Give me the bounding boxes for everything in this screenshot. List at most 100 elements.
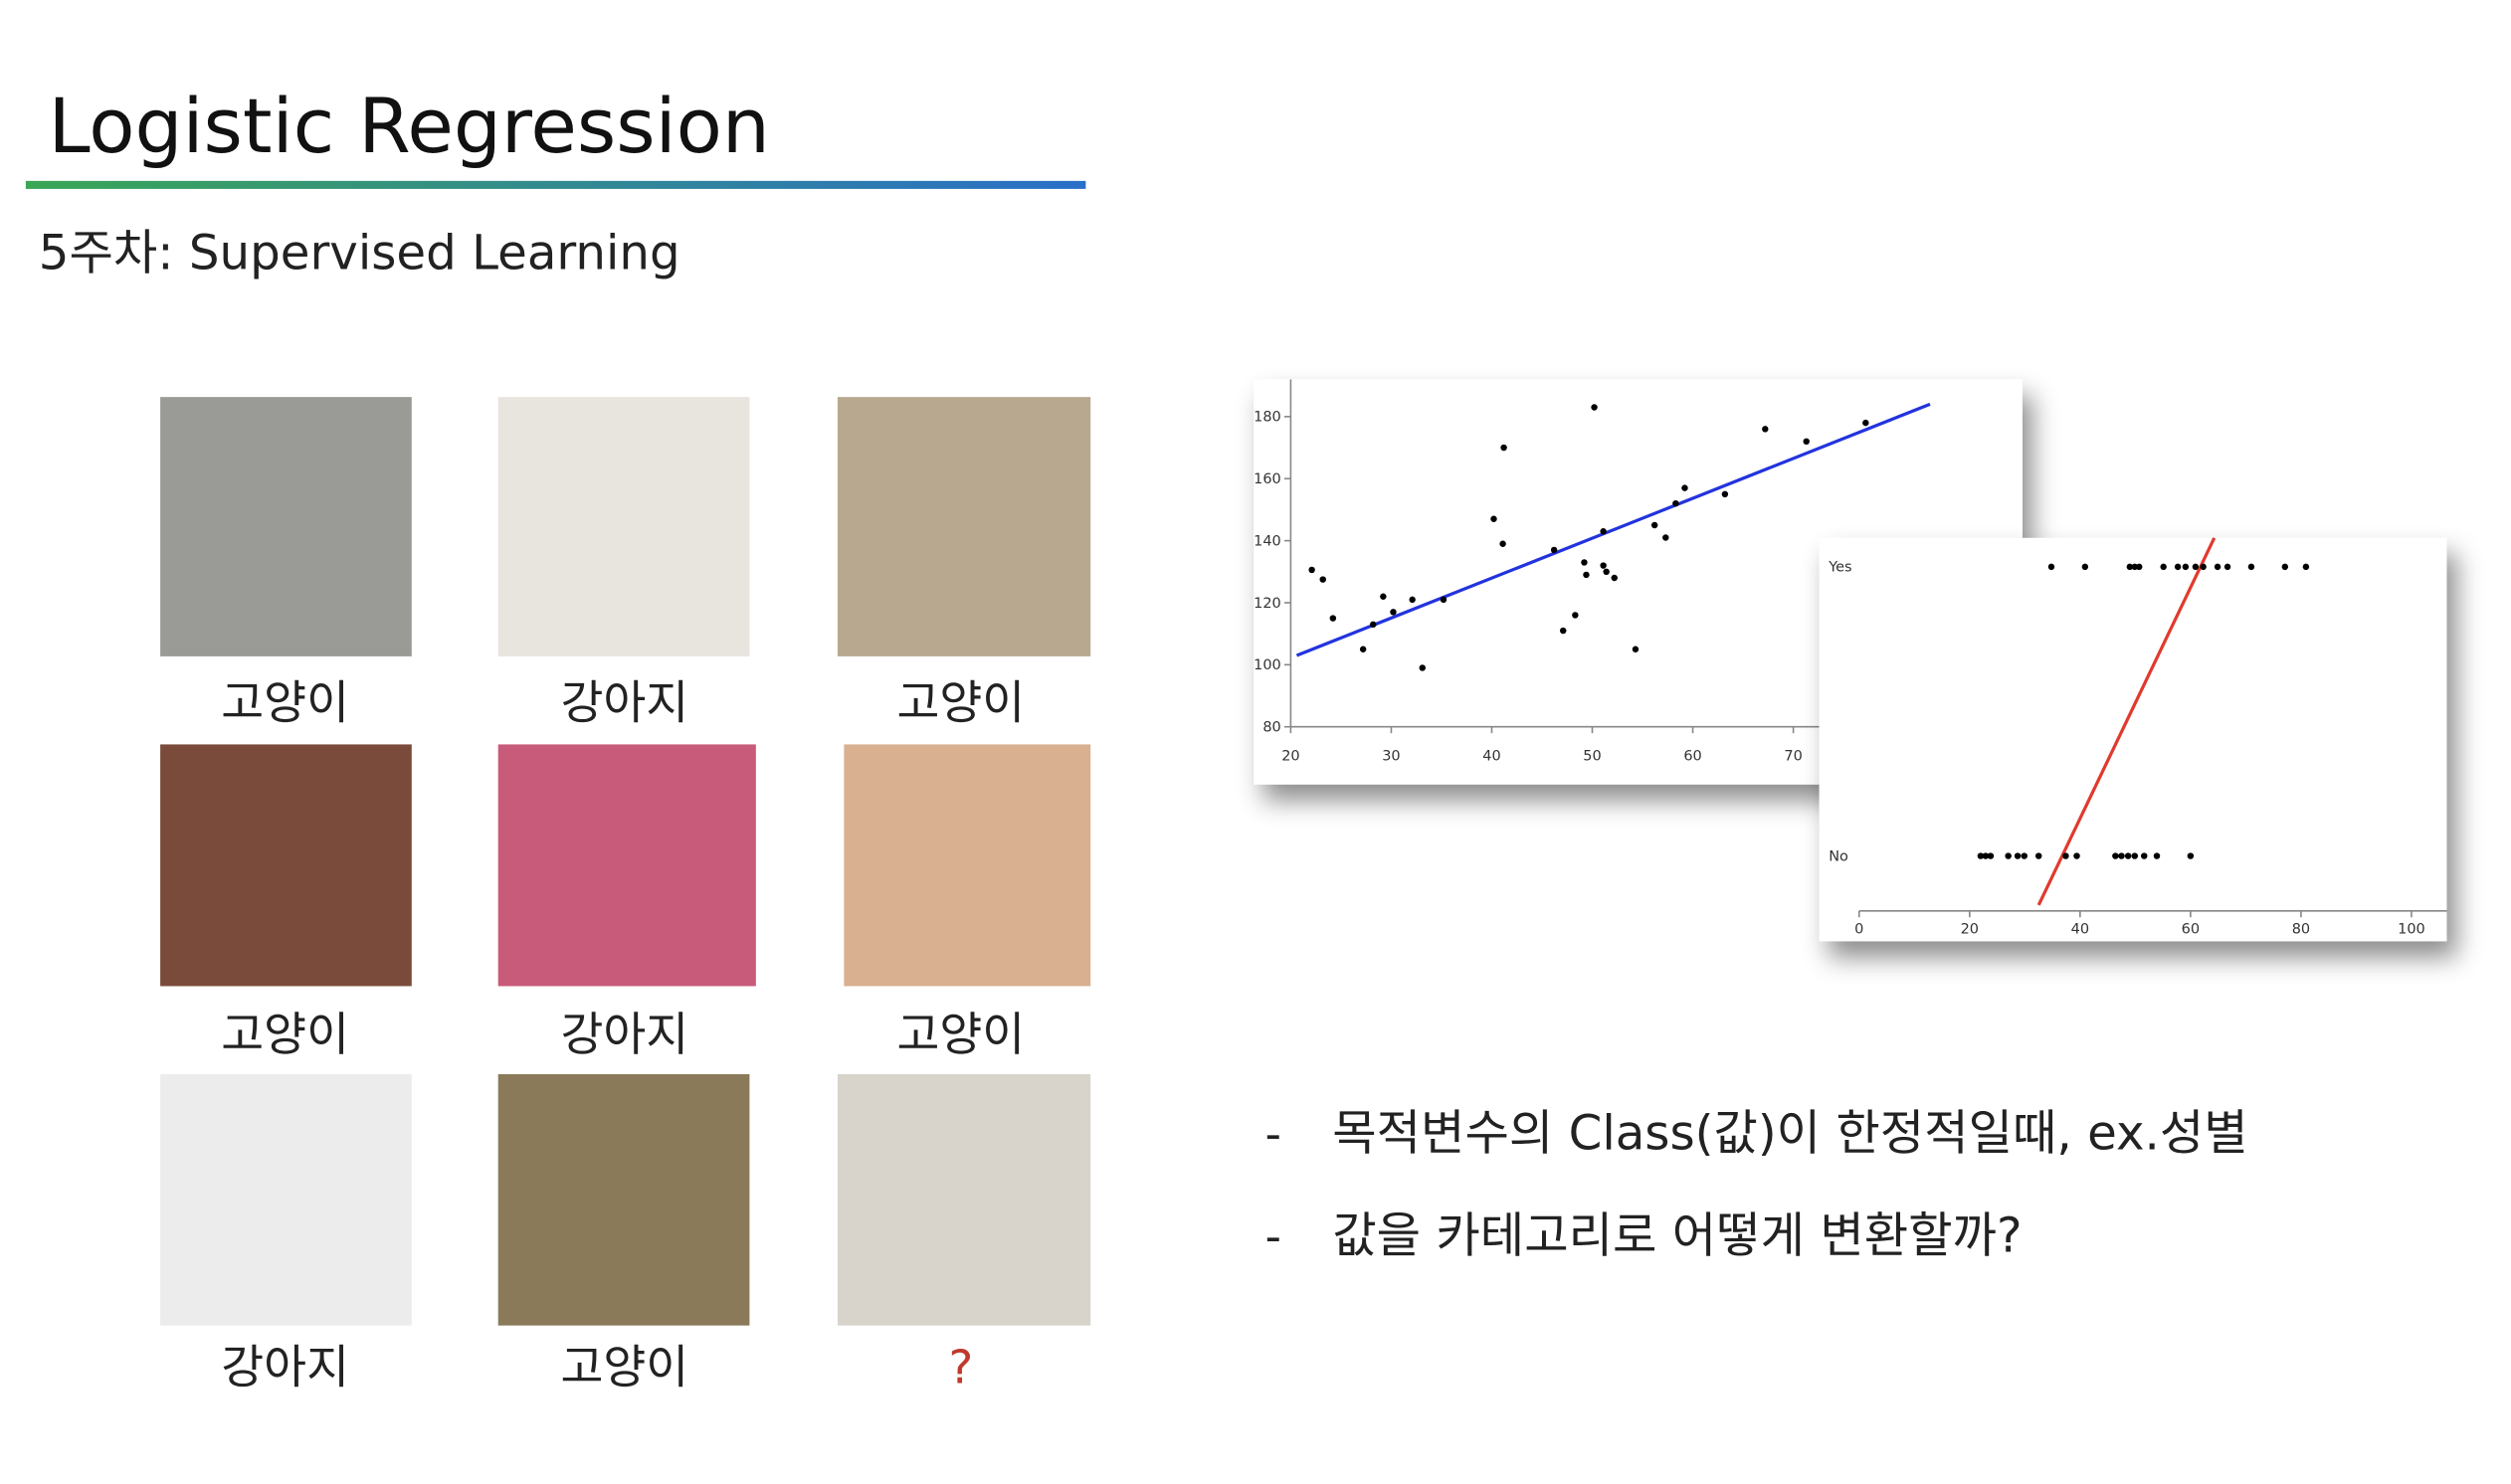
point: [1681, 484, 1688, 491]
point: [1632, 646, 1640, 652]
y-tick-label: 180: [1254, 410, 1281, 426]
point: [2112, 852, 2119, 859]
y-tick-label: 120: [1254, 596, 1281, 612]
y-tick-label: 100: [1254, 657, 1281, 673]
photo: [837, 1073, 1091, 1326]
x-tick-label: 40: [1482, 749, 1500, 765]
point: [2124, 852, 2132, 859]
bullet-dash: -: [1265, 1108, 1281, 1161]
title: Logistic Regression: [48, 83, 769, 170]
point: [2047, 563, 2055, 571]
point: [1603, 568, 1610, 576]
bullet: 값을 카테고리로 어떻게 변환할까?: [1332, 1208, 2022, 1264]
point: [1982, 852, 1990, 859]
point: [2118, 852, 2125, 859]
point: [1490, 515, 1497, 522]
x-tick-label: 40: [2071, 921, 2089, 937]
point: [1499, 540, 1506, 547]
point: [2281, 563, 2289, 571]
x-tick-label: 50: [1583, 749, 1601, 765]
x-tick-label: 20: [1281, 749, 1299, 765]
trend-line: [2036, 537, 2217, 906]
point: [1721, 490, 1729, 498]
x-tick-label: 100: [2398, 921, 2425, 937]
point: [1987, 852, 1995, 859]
bullet-dash: -: [1265, 1210, 1281, 1263]
point: [2214, 563, 2221, 571]
photo-label: 강아지: [560, 1009, 688, 1062]
point: [1583, 571, 1590, 579]
point: [1572, 612, 1579, 619]
point: [2223, 563, 2231, 571]
point: [1600, 562, 1607, 569]
point: [1672, 499, 1679, 507]
y-tick-label: Yes: [1828, 560, 1851, 576]
point: [1500, 444, 1507, 452]
linear-chart: 20 30 40 50 60 70 80 100 120 140 160 180: [1254, 379, 2023, 765]
title-underline: [25, 180, 1086, 189]
point: [1662, 534, 1669, 541]
point: [1862, 419, 1869, 427]
point: [2153, 852, 2161, 859]
photo: [497, 744, 756, 987]
point: [1419, 664, 1426, 671]
point: [2141, 852, 2148, 859]
point: [2126, 563, 2134, 571]
photo: [160, 744, 412, 987]
point: [1650, 521, 1658, 529]
point: [2182, 563, 2190, 571]
point: [1559, 627, 1567, 635]
photo-label: 고양이: [221, 1009, 349, 1062]
photo-grid: [160, 397, 1091, 1326]
point: [2187, 852, 2195, 859]
point: [1390, 609, 1397, 616]
logistic-chart: 0 20 40 60 80 100 No Yes: [1828, 537, 2447, 937]
x-tick-label: 70: [1784, 749, 1802, 765]
point: [2160, 563, 2167, 571]
y-tick-label: 80: [1262, 720, 1280, 736]
x-tick-label: 60: [1683, 749, 1701, 765]
point: [2174, 563, 2182, 571]
point: [1409, 596, 1416, 604]
y-tick-label: 140: [1254, 533, 1281, 549]
photo: [837, 397, 1091, 656]
x-tick-label: 60: [2182, 921, 2200, 937]
x-tick-label: 0: [1854, 921, 1863, 937]
point: [2136, 563, 2143, 571]
point: [1550, 546, 1558, 554]
x-tick-label: 30: [1382, 749, 1400, 765]
point: [1319, 576, 1326, 583]
point: [2021, 852, 2028, 859]
point: [2062, 852, 2069, 859]
photo-label: 강아지: [221, 1342, 349, 1395]
point: [1370, 621, 1377, 629]
subtitle: 5주차: Supervised Learning: [39, 225, 680, 280]
point: [2005, 852, 2012, 859]
point: [2131, 563, 2139, 571]
point: [2192, 563, 2200, 571]
photo: [160, 1073, 412, 1326]
photo-label: 고양이: [896, 677, 1025, 731]
x-tick-label: 20: [1961, 921, 1979, 937]
point: [1308, 566, 1315, 574]
point: [1380, 593, 1387, 600]
photo-label: 고양이: [221, 677, 349, 731]
point: [1803, 438, 1810, 446]
point: [1977, 852, 1985, 859]
point: [2200, 563, 2207, 571]
chart-frame: [1819, 537, 2447, 942]
photo: [160, 397, 412, 656]
point: [2302, 563, 2310, 571]
point: [1329, 615, 1337, 622]
photo-label: ?: [948, 1342, 973, 1395]
point: [2014, 852, 2022, 859]
y-tick-label: No: [1829, 848, 1848, 864]
point: [2247, 563, 2255, 571]
x-tick-label: 80: [2292, 921, 2310, 937]
photo: [497, 1073, 750, 1326]
point: [2034, 852, 2042, 859]
point: [2131, 852, 2139, 859]
point: [1611, 574, 1618, 582]
